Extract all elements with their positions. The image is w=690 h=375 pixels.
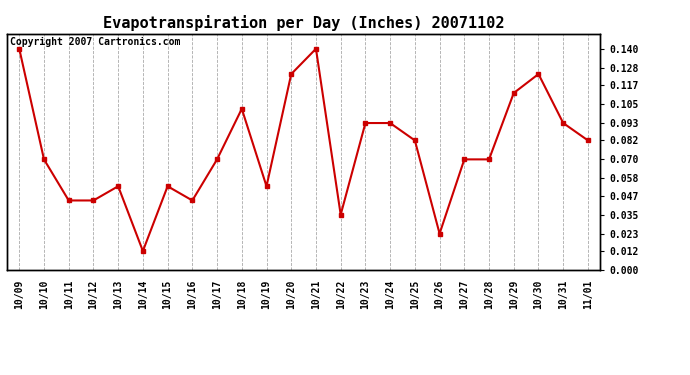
- Title: Evapotranspiration per Day (Inches) 20071102: Evapotranspiration per Day (Inches) 2007…: [103, 15, 504, 31]
- Text: Copyright 2007 Cartronics.com: Copyright 2007 Cartronics.com: [10, 37, 180, 47]
